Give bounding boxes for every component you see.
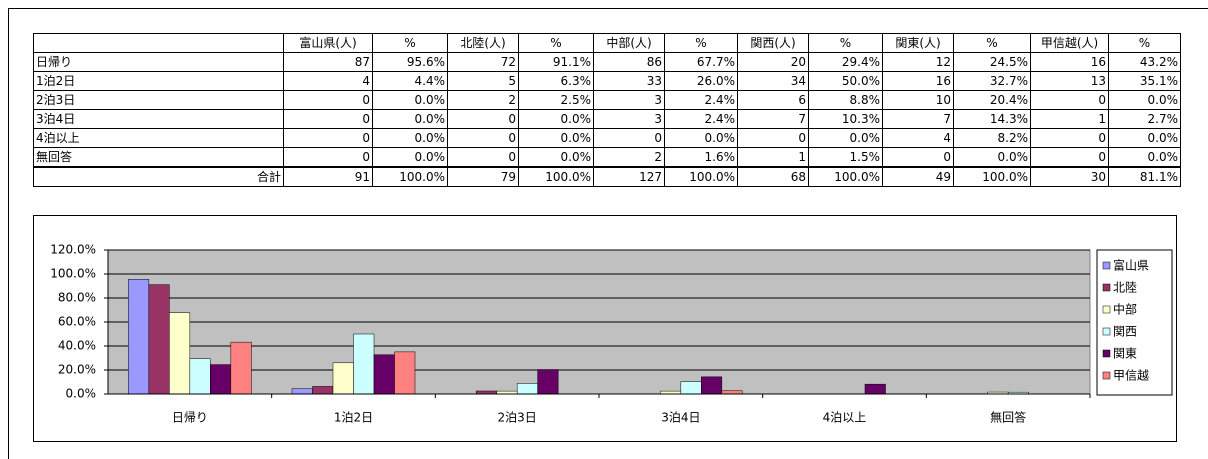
legend-swatch xyxy=(1102,305,1111,314)
bar xyxy=(701,376,723,395)
legend-swatch xyxy=(1102,327,1111,336)
legend-swatch xyxy=(1102,349,1111,358)
cell: 35.1% xyxy=(1108,71,1181,91)
cell: 0.0% xyxy=(518,128,594,148)
legend-swatch xyxy=(1102,283,1111,292)
sheet-frame xyxy=(8,8,1208,459)
bar xyxy=(230,341,252,395)
cell: 2.4% xyxy=(664,109,738,129)
bar xyxy=(373,354,395,395)
bar xyxy=(394,351,416,395)
cell: 0.0% xyxy=(664,128,738,148)
cell: 91 xyxy=(283,166,373,187)
legend-label: 中部 xyxy=(1113,302,1137,317)
header-cell: 関西(人) xyxy=(737,33,809,53)
table-row: 4泊以上 0 0.0% 0 0.0% 0 0.0% 0 0.0% 4 8.2% 0 0.0% xyxy=(33,128,1181,148)
bar xyxy=(291,388,313,395)
bar xyxy=(332,362,354,395)
legend-label: 関東 xyxy=(1113,347,1137,361)
bar xyxy=(128,279,150,395)
cell: 49 xyxy=(882,166,954,187)
bar xyxy=(680,381,702,395)
data-table: 富山県(人)% 北陸(人)% 中部(人)% 関西(人)% 関東(人)% 甲信越(人)% 日帰… xyxy=(33,33,1181,187)
cell: 86 xyxy=(593,52,665,72)
row-label: 合計 xyxy=(33,166,284,187)
legend-box xyxy=(1096,249,1173,396)
cell: 0 xyxy=(447,128,519,148)
cell: 0.0% xyxy=(1108,128,1181,148)
cell: 68 xyxy=(737,166,809,187)
cell: 67.7% xyxy=(664,52,738,72)
bar xyxy=(516,383,538,395)
y-tick-label: 20.0% xyxy=(58,363,96,377)
cell: 100.0% xyxy=(518,166,594,187)
cell: 1.5% xyxy=(808,147,883,168)
x-tick-label: 2泊3日 xyxy=(498,411,537,425)
y-tick-label: 120.0% xyxy=(50,243,96,257)
legend-swatch xyxy=(1102,371,1111,380)
cell: 8.8% xyxy=(808,90,883,110)
table-row: 日帰り 87 95.6% 72 91.1% 86 67.7% 20 29.4% 12 24.5% 16… xyxy=(33,52,1181,72)
cell: 79 xyxy=(447,166,519,187)
legend-label: 北陸 xyxy=(1113,281,1137,295)
y-tick-label: 0.0% xyxy=(66,387,97,401)
bar xyxy=(169,312,191,395)
legend-label: 関西 xyxy=(1113,325,1137,339)
y-tick-label: 80.0% xyxy=(58,291,96,305)
cell: 20.4% xyxy=(953,90,1031,110)
cell: 100.0% xyxy=(372,166,448,187)
cell: 32.7% xyxy=(953,71,1031,91)
cell: 20 xyxy=(737,52,809,72)
y-tick-label: 100.0% xyxy=(50,267,96,281)
y-tick-label: 60.0% xyxy=(58,315,96,329)
cell: 87 xyxy=(283,52,373,72)
cell: 100.0% xyxy=(664,166,738,187)
cell: 127 xyxy=(593,166,665,187)
cell: 100.0% xyxy=(953,166,1031,187)
cell: 1.6% xyxy=(664,147,738,168)
bar xyxy=(312,386,334,395)
legend-label: 甲信越 xyxy=(1113,369,1149,383)
cell: 100.0% xyxy=(808,166,883,187)
row-label: 4泊以上 xyxy=(33,128,284,148)
bar xyxy=(189,358,211,395)
bar xyxy=(353,333,375,395)
cell: 81.1% xyxy=(1108,166,1181,187)
cell: 4 xyxy=(882,128,954,148)
chart-frame xyxy=(33,215,1177,442)
x-tick-label: 3泊4日 xyxy=(661,411,700,425)
legend-swatch xyxy=(1102,261,1111,270)
x-tick-label: 4泊以上 xyxy=(823,411,867,425)
x-tick-label: 日帰り xyxy=(172,411,208,425)
y-tick-label: 40.0% xyxy=(58,339,96,353)
bar xyxy=(148,284,170,395)
x-tick-label: 1泊2日 xyxy=(334,411,373,425)
cell: 0.0% xyxy=(372,147,448,168)
bar xyxy=(537,369,559,395)
cell: 0.0% xyxy=(808,128,883,148)
cell: 2.5% xyxy=(518,90,594,110)
x-tick-label: 無回答 xyxy=(990,410,1026,425)
table-row: 1泊2日 4 4.4% 5 6.3% 33 26.0% 34 50.0% 16 32.7% 13 35.… xyxy=(33,71,1181,91)
cell: 0.0% xyxy=(372,109,448,129)
cell: 0 xyxy=(283,128,373,148)
bar xyxy=(864,383,886,395)
cell: 30 xyxy=(1030,166,1109,187)
bar xyxy=(210,364,232,395)
legend-label: 富山県 xyxy=(1113,258,1149,273)
header-cell: 甲信越(人) xyxy=(1030,33,1109,53)
cell: 0.0% xyxy=(372,128,448,148)
cell: 8.2% xyxy=(953,128,1031,148)
table-row: 合計 91 100.0% 79 100.0% 127 100.0% 68 100.0% 49 100… xyxy=(33,166,1181,187)
